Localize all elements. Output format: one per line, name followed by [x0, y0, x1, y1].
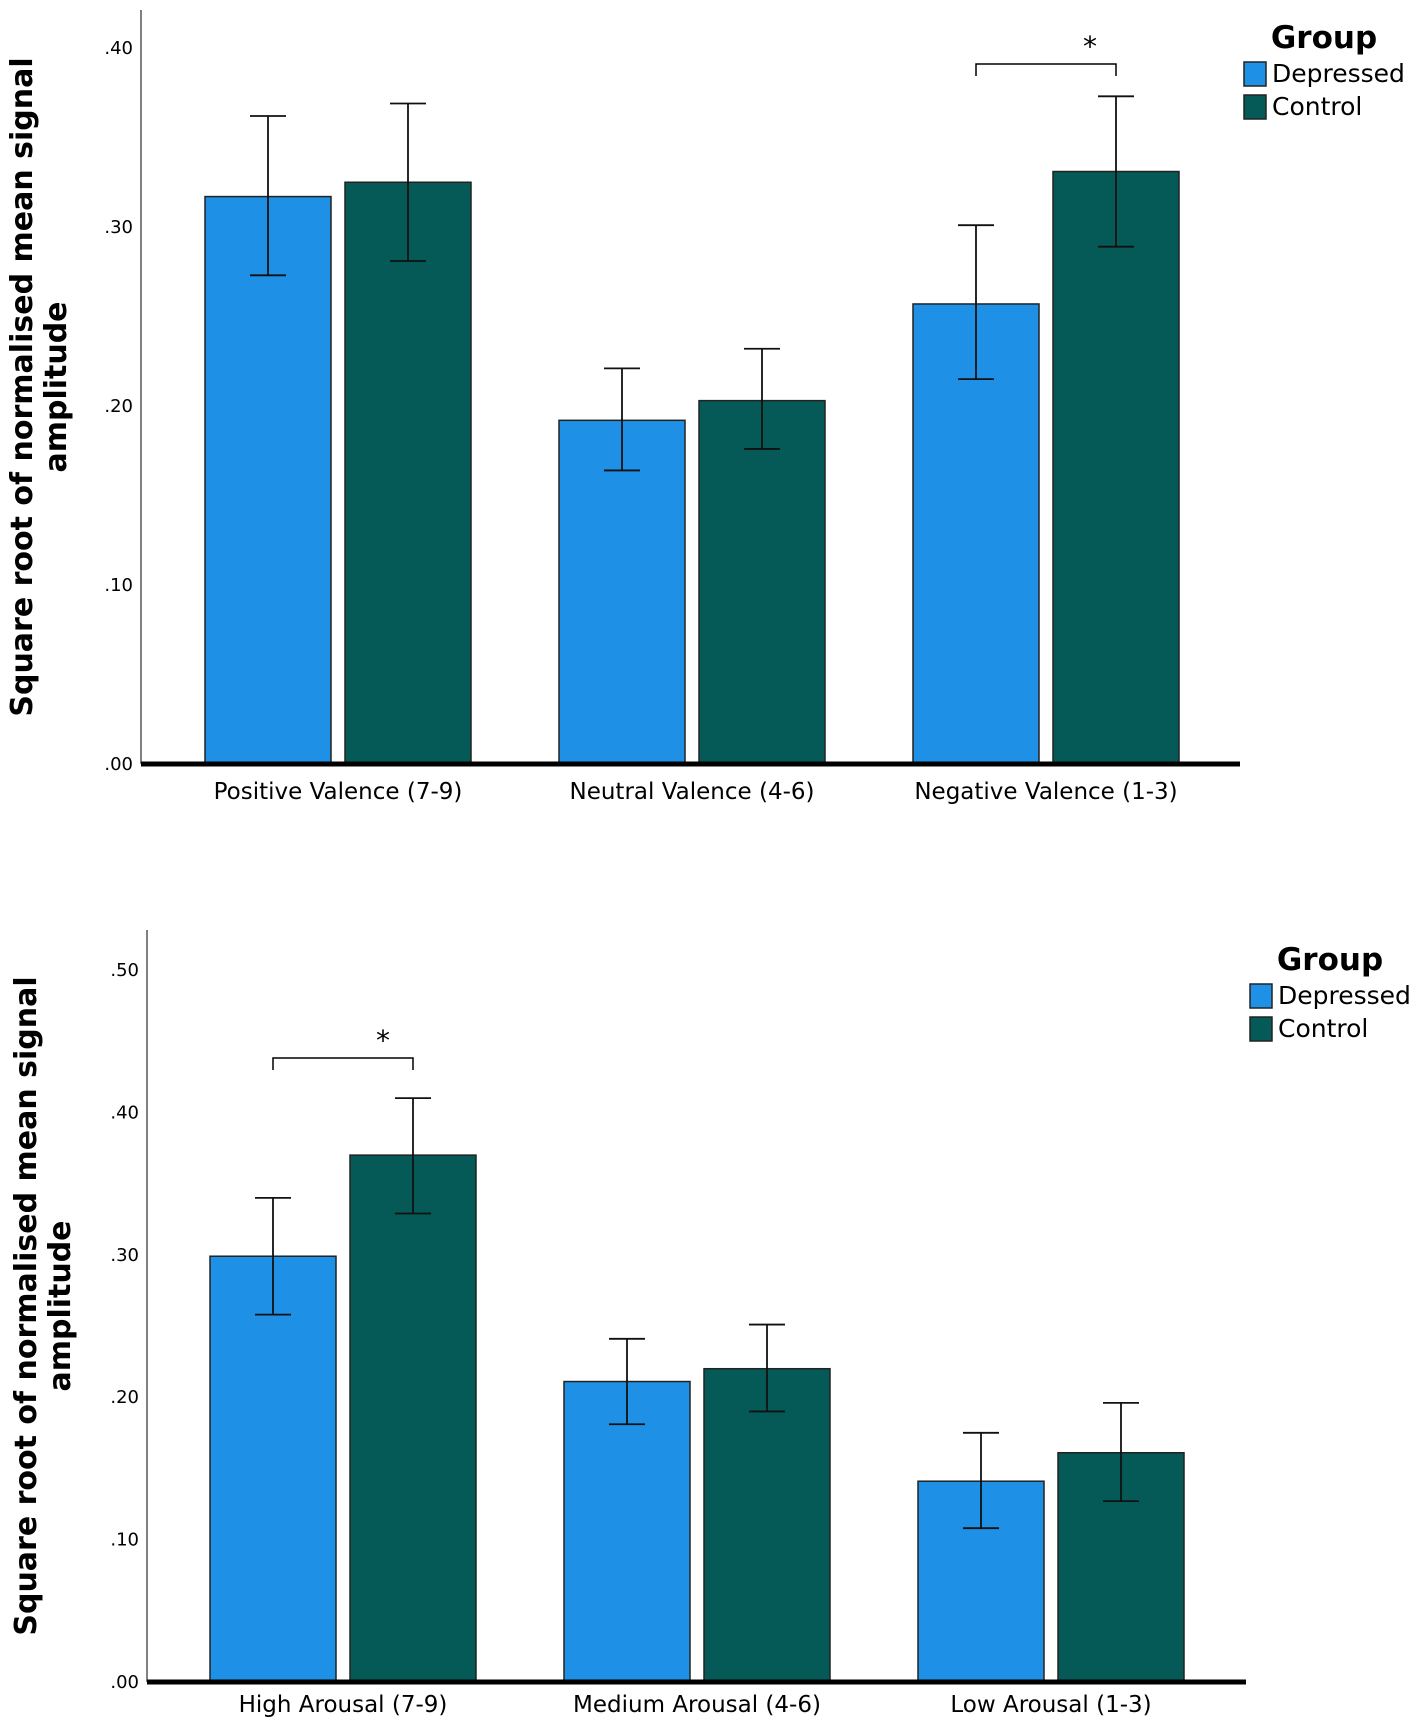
bar-control-1 [703, 1367, 831, 1683]
y-tick-label: .10 [104, 575, 133, 596]
bar-depressed-2 [912, 303, 1040, 765]
bar-depressed-1 [563, 1380, 691, 1683]
arousal-chart: .00 .10 .20 .30 .40 .50 Square root of normali… [9, 930, 1411, 1718]
y-axis-label: Square root of normalised mean signal [9, 976, 44, 1635]
x-category-label: Positive Valence (7-9) [214, 779, 463, 805]
y-axis-label: Square root of normalised mean signal [5, 57, 40, 716]
significance-marker: * [1083, 30, 1097, 63]
y-tick-label: .30 [104, 217, 133, 238]
legend-swatch-control [1249, 1016, 1273, 1042]
bar-depressed-1 [558, 419, 686, 765]
valence-chart: .00 .10 .20 .30 .40 Square root of normalised… [5, 10, 1405, 805]
y-tick-label: .40 [110, 1102, 139, 1123]
y-axis-label-line2: amplitude [43, 1220, 78, 1391]
bar-control-0 [349, 1154, 477, 1683]
legend-item-depressed: Depressed [1278, 981, 1411, 1010]
y-tick-label: .00 [104, 754, 133, 775]
y-tick-label: .30 [110, 1245, 139, 1266]
x-category-label: Medium Arousal (4-6) [573, 1692, 821, 1718]
legend-item-control: Control [1278, 1014, 1368, 1043]
y-tick-label: .00 [110, 1672, 139, 1693]
bar-control-0 [344, 181, 472, 765]
legend-item-control: Control [1272, 92, 1362, 121]
y-tick-label: .50 [110, 960, 139, 981]
y-tick-label: .20 [104, 396, 133, 417]
bar-control-1 [698, 399, 826, 765]
x-category-label: Neutral Valence (4-6) [570, 779, 815, 805]
y-axis-label-line2: amplitude [39, 301, 74, 472]
bar-depressed-0 [209, 1255, 337, 1683]
y-tick-label: .40 [104, 38, 133, 59]
bar-control-2 [1052, 170, 1180, 765]
legend-title: Group [1271, 20, 1377, 56]
significance-marker: * [376, 1024, 390, 1057]
legend-swatch-depressed [1243, 61, 1267, 87]
x-category-label: Low Arousal (1-3) [950, 1692, 1151, 1718]
x-category-label: Negative Valence (1-3) [914, 779, 1177, 805]
bar-depressed-0 [204, 195, 332, 765]
legend-item-depressed: Depressed [1272, 59, 1405, 88]
x-category-label: High Arousal (7-9) [239, 1692, 448, 1718]
legend-swatch-depressed [1249, 983, 1273, 1009]
significance-bracket [272, 1057, 414, 1070]
significance-bracket [975, 63, 1117, 76]
y-tick-label: .20 [110, 1387, 139, 1408]
y-tick-label: .10 [110, 1530, 139, 1551]
legend-swatch-control [1243, 94, 1267, 120]
legend-title: Group [1277, 942, 1383, 978]
